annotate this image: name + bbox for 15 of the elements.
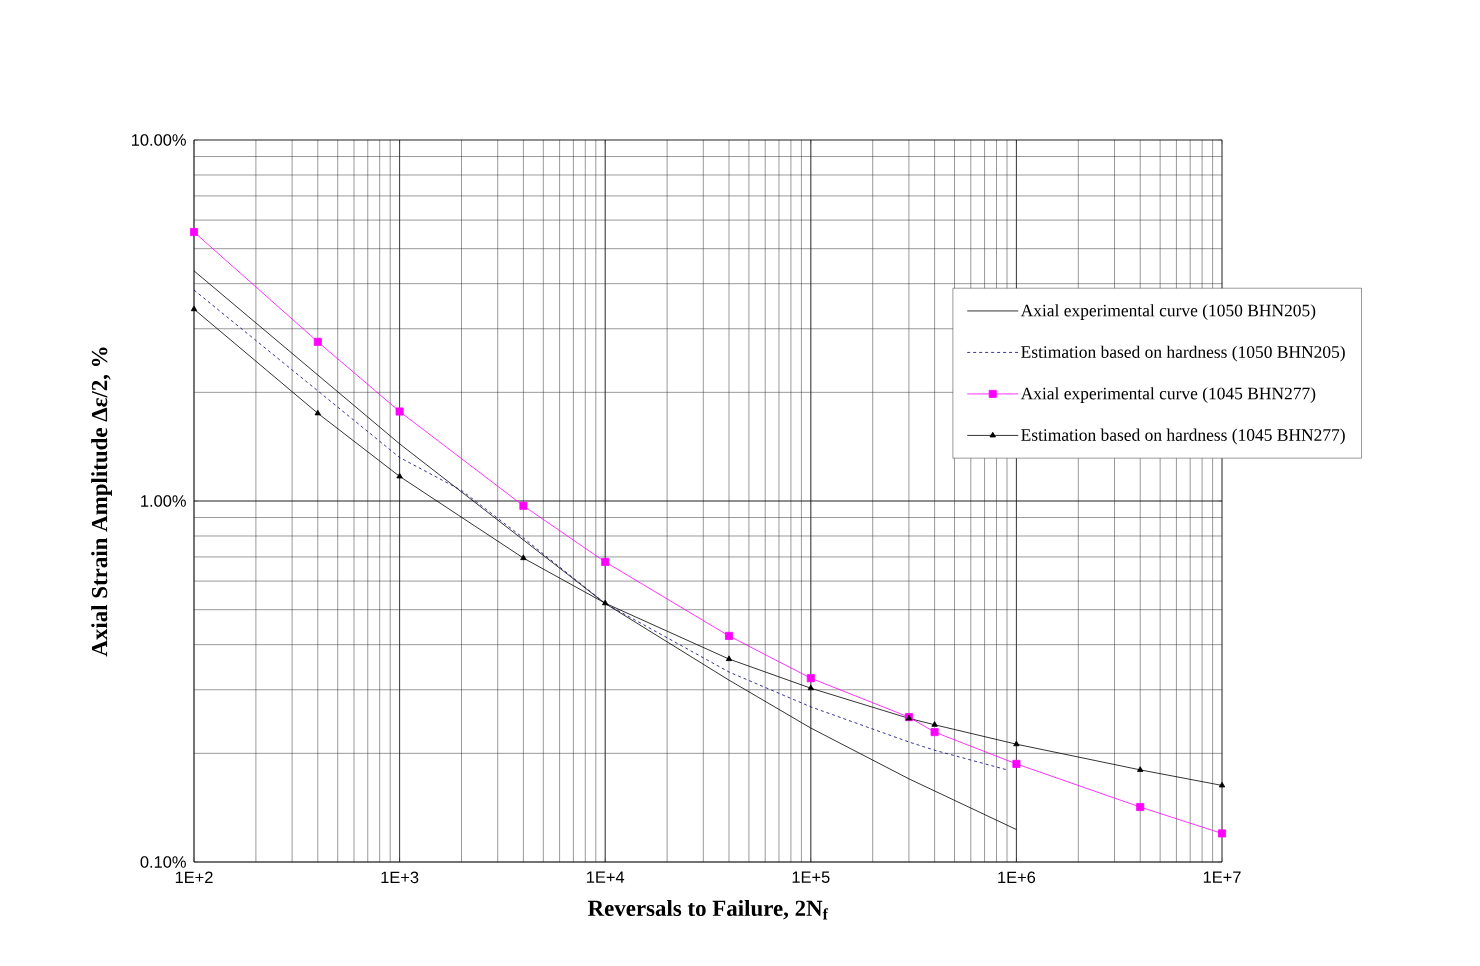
x-tick-label: 1E+6 [998, 871, 1036, 884]
y-axis-title: Axial Strain Amplitude Δε/2, % [91, 347, 112, 657]
x-tick-label: 1E+7 [1203, 871, 1241, 883]
legend-label: Estimation based on hardness (1050 BHN205) [1021, 345, 1345, 362]
x-tick-label: 1E+4 [587, 871, 625, 883]
x-tick-label: 1E+5 [792, 871, 830, 883]
legend-label: Axial experimental curve (1045 BHN277) [1020, 387, 1316, 403]
x-tick-label: 1E+2 [175, 871, 213, 883]
y-tick-label: 0.10% [140, 856, 186, 868]
x-axis-title: Reversals to Failure, 2N$_{f}$ [587, 899, 829, 920]
legend-label: Estimation based on hardness (1045 BHN277) [1021, 428, 1345, 445]
x-tick-label: 1E+3 [381, 871, 419, 884]
y-tick-label: 10.00% [132, 134, 186, 146]
y-tick-label: 1.00% [141, 495, 186, 507]
legend-label: Axial experimental curve (1050 BHN205) [1020, 304, 1316, 320]
